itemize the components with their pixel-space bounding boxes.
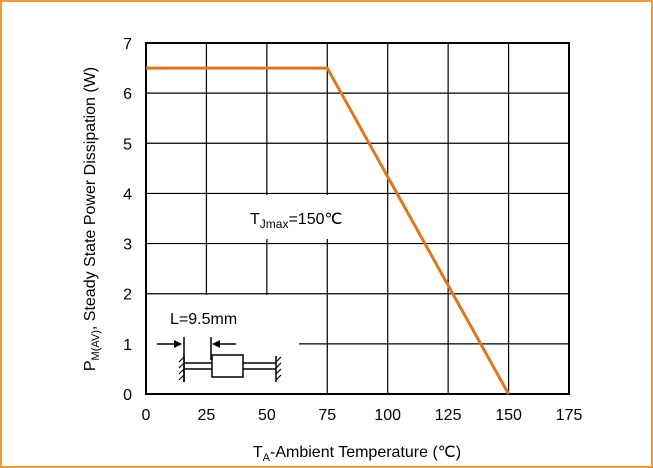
y-tick-label: 7 (123, 36, 132, 53)
x-axis-title: TA-Ambient Temperature (℃) (253, 444, 461, 464)
component-body (211, 354, 244, 378)
x-tick-label: 0 (142, 407, 151, 424)
x-tick-label: 150 (495, 407, 522, 424)
x-tick-label: 125 (435, 407, 462, 424)
y-axis-title: PM(AV), Steady State Power Dissipation (… (82, 67, 102, 371)
x-tick-label: 175 (556, 407, 583, 424)
tj-main: T (250, 211, 260, 228)
x-tick-label: 25 (198, 407, 216, 424)
y-tick-label: 1 (123, 337, 132, 354)
y-tick-label: 0 (123, 387, 132, 404)
x-tick-label: 100 (374, 407, 401, 424)
tj-label-box (238, 195, 358, 239)
tj-sub: Jmax (260, 217, 289, 231)
lead-length-label: L=9.5mm (170, 311, 237, 328)
y-tick-label: 4 (123, 186, 132, 203)
lead-length-inset: L=9.5mm (147, 295, 299, 393)
x-tick-label: 75 (318, 407, 336, 424)
y-tick-label: 5 (123, 136, 132, 153)
x-axis-title-main: T (253, 444, 263, 461)
plot-border (145, 42, 570, 395)
series-line-power-derating (146, 66, 510, 395)
y-tick-label: 6 (123, 86, 132, 103)
tick-labels: 0 25 50 75 100 125 150 175 0 1 2 3 4 5 6 7 (123, 36, 582, 424)
tj-rest: =150℃ (288, 211, 342, 228)
y-axis-title-rest: , Steady State Power Dissipation (W) (82, 67, 99, 330)
x-axis-title-rest: -Ambient Temperature (℃) (270, 444, 461, 461)
y-axis-title-main: P (82, 360, 99, 371)
tj-annotation: TJmax=150℃ (250, 211, 342, 231)
wall-left-hatch (178, 356, 185, 381)
y-tick-label: 2 (123, 287, 132, 304)
dim-arrow-left-head (174, 340, 182, 348)
y-tick-label: 3 (123, 237, 132, 254)
y-axis-title-sub: M(AV) (90, 330, 102, 360)
wall-right-hatch (275, 356, 282, 381)
dim-arrow-right-head (212, 340, 220, 348)
x-axis-title-sub: A (263, 452, 271, 464)
x-tick-label: 50 (258, 407, 276, 424)
